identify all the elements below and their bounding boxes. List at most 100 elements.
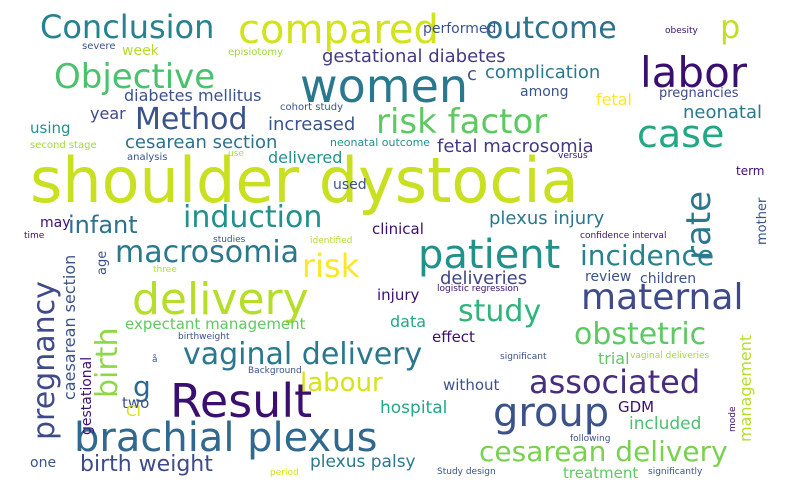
- word-maternal: maternal: [581, 277, 744, 318]
- word-used: used: [333, 177, 367, 193]
- word-without: without: [443, 376, 500, 394]
- word-use: use: [228, 149, 244, 159]
- word-versus: versus: [558, 151, 588, 161]
- word-shoulder-dystocia: shoulder dystocia: [30, 144, 579, 217]
- word-fetal-macrosomia: fetal macrosomia: [437, 136, 594, 157]
- word-second-stage: second stage: [30, 140, 97, 151]
- word-children: children: [640, 271, 697, 287]
- word-performed: performed: [423, 21, 497, 37]
- word-one: one: [30, 455, 57, 471]
- word-pregnancies: pregnancies: [659, 86, 739, 101]
- word-plexus-injury: plexus injury: [489, 208, 605, 229]
- word-studies: studies: [213, 235, 246, 245]
- word-may: may: [40, 215, 71, 231]
- word-neonatal-outcome: neonatal outcome: [330, 136, 431, 149]
- word-a-ring: å: [152, 355, 158, 365]
- word-mother: mother: [755, 197, 770, 245]
- word-significant: significant: [500, 352, 547, 362]
- word-g: g: [133, 370, 151, 403]
- word-episiotomy: episiotomy: [228, 47, 284, 58]
- word-brachial-plexus: brachial plexus: [74, 415, 378, 461]
- word-injury: injury: [377, 286, 420, 304]
- word-neonatal: neonatal: [683, 102, 763, 123]
- word-cesarean-section: cesarean section: [125, 132, 278, 153]
- word-year: year: [90, 104, 126, 123]
- word-outcome: outcome: [485, 11, 617, 46]
- word-clinical: clinical: [372, 220, 424, 238]
- word-vaginal-deliveries: vaginal deliveries: [630, 351, 710, 361]
- word-pregnancy: pregnancy: [27, 281, 62, 440]
- word-macrosomia: macrosomia: [115, 235, 300, 270]
- word-delivery: delivery: [132, 274, 309, 325]
- word-case: case: [637, 112, 725, 156]
- word-patient: patient: [418, 232, 561, 278]
- word-caesarean-section: caesarean section: [60, 254, 79, 400]
- word-among: among: [520, 84, 569, 100]
- word-birth: birth: [90, 327, 125, 399]
- word-management: management: [736, 334, 755, 442]
- word-identified: identified: [310, 236, 353, 246]
- word-data: data: [390, 312, 427, 331]
- word-labour: labour: [300, 368, 383, 398]
- word-logistic-regression: logistic regression: [437, 284, 519, 294]
- word-week: week: [122, 43, 159, 59]
- word-confidence-interval: confidence interval: [580, 231, 667, 241]
- word-c: c: [467, 64, 477, 85]
- word-cesarean-delivery: cesarean delivery: [479, 435, 728, 468]
- word-infant: infant: [68, 211, 138, 239]
- word-fetal: fetal: [596, 90, 632, 109]
- word-significantly: significantly: [648, 467, 703, 477]
- word-birthweight: birthweight: [178, 332, 230, 342]
- word-hospital: hospital: [380, 398, 448, 418]
- word-associated: associated: [529, 363, 701, 401]
- word-gestational-diabetes: gestational diabetes: [322, 46, 506, 67]
- word-gdm: GDM: [618, 398, 655, 416]
- word-risk-factor: risk factor: [376, 102, 548, 142]
- word-trial: trial: [598, 349, 630, 368]
- word-plexus-palsy: plexus palsy: [310, 452, 416, 472]
- word-cohort-study: cohort study: [280, 102, 344, 113]
- word-following: following: [570, 434, 611, 444]
- word-review: review: [585, 269, 632, 285]
- word-ci: CI: [126, 402, 141, 420]
- word-vaginal-delivery: vaginal delivery: [183, 337, 423, 372]
- word-time: time: [24, 231, 45, 241]
- word-term: term: [736, 164, 765, 178]
- word-objective: Objective: [54, 57, 216, 97]
- word-age: age: [95, 250, 110, 275]
- word-compared: compared: [238, 7, 439, 53]
- word-delivered: delivered: [268, 148, 343, 167]
- word-complication: complication: [485, 62, 601, 83]
- word-expectant-management: expectant management: [125, 315, 306, 333]
- word-study-design: Study design: [437, 467, 496, 477]
- word-three: three: [153, 265, 177, 275]
- word-conclusion: Conclusion: [40, 8, 215, 46]
- word-mode: mode: [728, 406, 738, 432]
- word-p: p: [720, 8, 741, 46]
- word-incidence: incidence: [580, 239, 715, 272]
- word-analysis: analysis: [127, 152, 168, 163]
- word-background: Background: [248, 366, 302, 376]
- word-severe: severe: [82, 41, 116, 52]
- word-using: using: [30, 119, 71, 137]
- word-included: included: [629, 414, 702, 434]
- word-birth-weight: birth weight: [80, 452, 213, 477]
- word-period: period: [270, 468, 299, 478]
- word-labor: labor: [640, 48, 748, 97]
- word-method: Method: [135, 102, 248, 137]
- word-result: Result: [170, 374, 313, 428]
- word-induction: induction: [183, 200, 323, 235]
- word-study: study: [458, 294, 542, 329]
- word-women: women: [300, 59, 469, 113]
- word-deliveries: deliveries: [440, 268, 528, 289]
- word-increased: increased: [268, 114, 356, 135]
- word-group: group: [493, 390, 610, 436]
- word-obesity: obesity: [665, 26, 698, 36]
- word-effect: effect: [432, 328, 475, 346]
- word-risk: risk: [302, 247, 360, 285]
- word-gestational: gestational: [79, 356, 95, 435]
- word-obstetric: obstetric: [574, 317, 707, 352]
- word-treatment: treatment: [563, 464, 639, 482]
- word-rate: rate: [679, 190, 719, 260]
